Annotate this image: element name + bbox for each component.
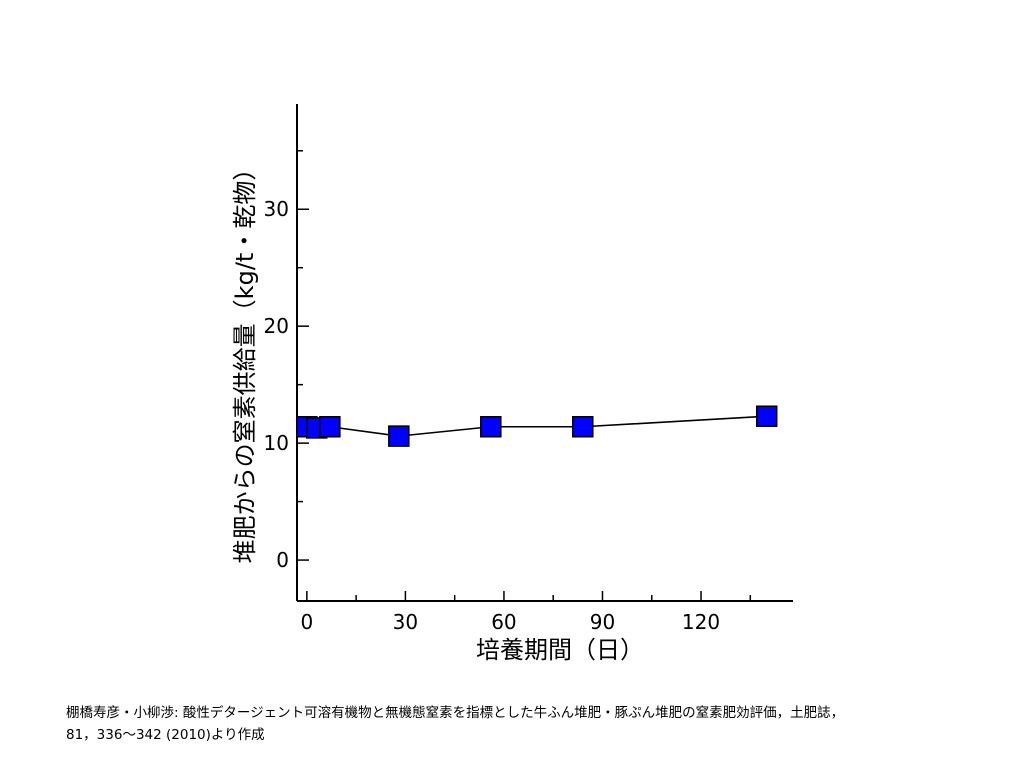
data-point-marker [480, 416, 502, 438]
source-citation: 棚橋寿彦・小柳渉: 酸性デタージェント可溶有機物と無機態窒素を指標とした牛ふん堆… [66, 702, 996, 746]
data-point-marker [572, 416, 594, 438]
x-tick-label: 0 [300, 610, 313, 634]
y-tick-label: 0 [276, 548, 289, 572]
chart-axes [296, 104, 793, 602]
citation-line-2: 81，336～342 (2010)より作成 [66, 727, 265, 743]
line-chart: 0 10 20 30 0 30 60 90 120 培養期間（日） 堆肥からの窒素供給量（kg/… [231, 104, 793, 664]
y-tick-label: 10 [264, 431, 289, 455]
data-point-marker [319, 416, 341, 438]
chart-ticks: 0 10 20 30 0 30 60 90 120 [264, 150, 752, 634]
x-tick-label: 60 [491, 610, 516, 634]
data-point-marker [755, 405, 778, 427]
y-tick-label: 30 [264, 197, 289, 221]
citation-line-1: 棚橋寿彦・小柳渉: 酸性デタージェント可溶有機物と無機態窒素を指標とした牛ふん堆… [66, 705, 845, 721]
y-tick-label: 20 [264, 314, 289, 338]
series-line [306, 415, 767, 437]
x-tick-label: 120 [682, 610, 720, 634]
x-tick-label: 30 [393, 610, 418, 634]
x-tick-label: 90 [590, 610, 615, 634]
x-axis-title: 培養期間（日） [476, 636, 644, 664]
chart-series [296, 405, 778, 447]
data-point-marker [388, 425, 410, 447]
y-axis-title: 堆肥からの窒素供給量（kg/t・乾物） [231, 157, 259, 564]
